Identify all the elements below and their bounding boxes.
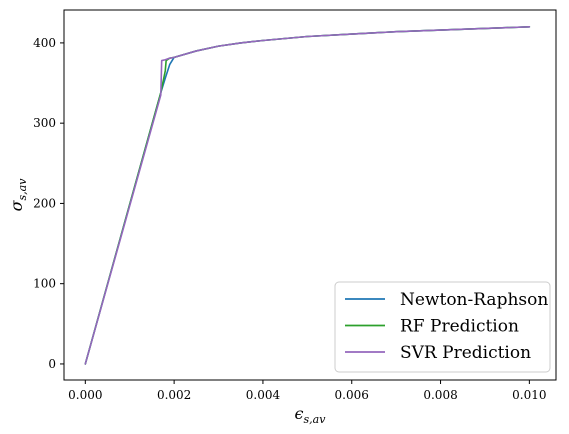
y-tick-label: 400 bbox=[33, 36, 56, 50]
series-layer bbox=[84, 26, 531, 365]
x-tick-label: 0.000 bbox=[68, 388, 102, 402]
legend-label-2: SVR Prediction bbox=[400, 343, 531, 363]
y-axis-label: σs,av bbox=[7, 178, 29, 212]
plot-frame bbox=[63, 9, 557, 381]
legend: Newton-Raphson RF Prediction SVR Predictio… bbox=[334, 281, 551, 373]
x-axis-label-sub: s,av bbox=[304, 413, 327, 426]
legend-items: Newton-Raphson RF Prediction SVR Predictio… bbox=[345, 290, 548, 363]
y-tick-label: 100 bbox=[33, 277, 56, 291]
y-axis-label-sub: s,av bbox=[16, 178, 29, 201]
x-tick-label: 0.010 bbox=[512, 388, 546, 402]
x-axis-label: ϵs,av bbox=[295, 404, 327, 426]
y-tick-label: 200 bbox=[33, 196, 56, 210]
x-axis-ticks: 0.000 0.002 0.004 0.006 0.008 0.010 bbox=[68, 380, 547, 402]
x-tick-label: 0.008 bbox=[423, 388, 457, 402]
legend-label-0: Newton-Raphson bbox=[400, 290, 548, 310]
series-line-2 bbox=[84, 26, 531, 365]
y-tick-label: 0 bbox=[48, 357, 56, 371]
x-axis-label-main: ϵ bbox=[295, 404, 304, 423]
x-tick-label: 0.004 bbox=[246, 388, 281, 402]
legend-label-1: RF Prediction bbox=[400, 317, 519, 337]
y-axis-ticks: 0 100 200 300 400 bbox=[33, 36, 64, 371]
y-axis-label-main: σ bbox=[7, 199, 26, 211]
x-tick-label: 0.006 bbox=[335, 388, 369, 402]
x-tick-label: 0.002 bbox=[157, 388, 191, 402]
legend-box bbox=[334, 281, 551, 373]
y-tick-label: 300 bbox=[33, 116, 56, 130]
